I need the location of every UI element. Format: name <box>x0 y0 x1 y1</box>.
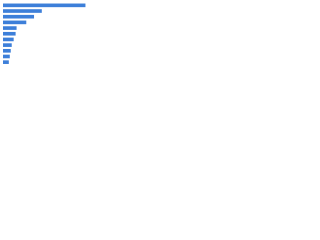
bar <box>3 14 35 19</box>
bar <box>3 3 86 8</box>
chart <box>3 3 86 64</box>
bar <box>3 43 12 47</box>
bar <box>3 60 9 64</box>
bar <box>3 48 11 53</box>
bar <box>3 31 16 36</box>
bar <box>3 20 27 25</box>
bar <box>3 9 42 13</box>
page: {"chart_data": {"type": "bar", "orientat… <box>0 0 100 71</box>
bar <box>3 37 14 42</box>
bar <box>3 54 10 59</box>
bar <box>3 26 17 30</box>
